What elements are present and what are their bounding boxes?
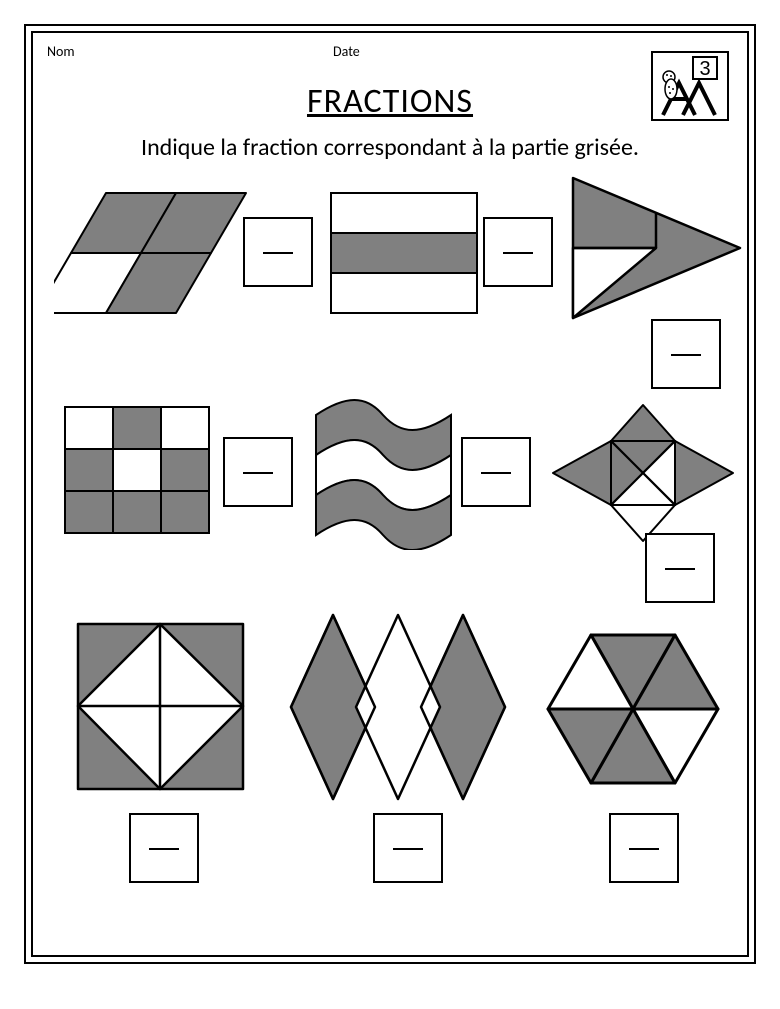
answer-box-9[interactable] xyxy=(609,813,679,883)
answer-box-2[interactable] xyxy=(483,217,553,287)
page-inner-border: Nom Date 3 FRACTIONS Indique la fraction… xyxy=(31,31,749,957)
instruction-text: Indique la fraction correspondant à la p… xyxy=(33,133,747,162)
shape-triangle xyxy=(565,173,745,323)
answer-box-8[interactable] xyxy=(373,813,443,883)
answer-box-5[interactable] xyxy=(461,437,531,507)
shape-star xyxy=(543,393,743,553)
page-outer-border: Nom Date 3 FRACTIONS Indique la fraction… xyxy=(24,24,756,964)
page-title: FRACTIONS xyxy=(33,81,747,122)
answer-box-7[interactable] xyxy=(129,813,199,883)
logo-number: 3 xyxy=(699,58,710,80)
answer-box-1[interactable] xyxy=(243,217,313,287)
answer-box-3[interactable] xyxy=(651,319,721,389)
shape-hexagon xyxy=(533,619,733,799)
answer-box-6[interactable] xyxy=(645,533,715,603)
answer-box-4[interactable] xyxy=(223,437,293,507)
shape-square8 xyxy=(73,619,248,794)
shape-parallelogram-final xyxy=(51,183,261,323)
shape-rect3h xyxy=(329,191,479,317)
name-label: Nom xyxy=(47,43,75,60)
shape-grid3x3 xyxy=(63,405,213,535)
shape-diamonds xyxy=(285,607,515,807)
date-label: Date xyxy=(333,43,360,60)
shape-wavy xyxy=(311,395,456,550)
